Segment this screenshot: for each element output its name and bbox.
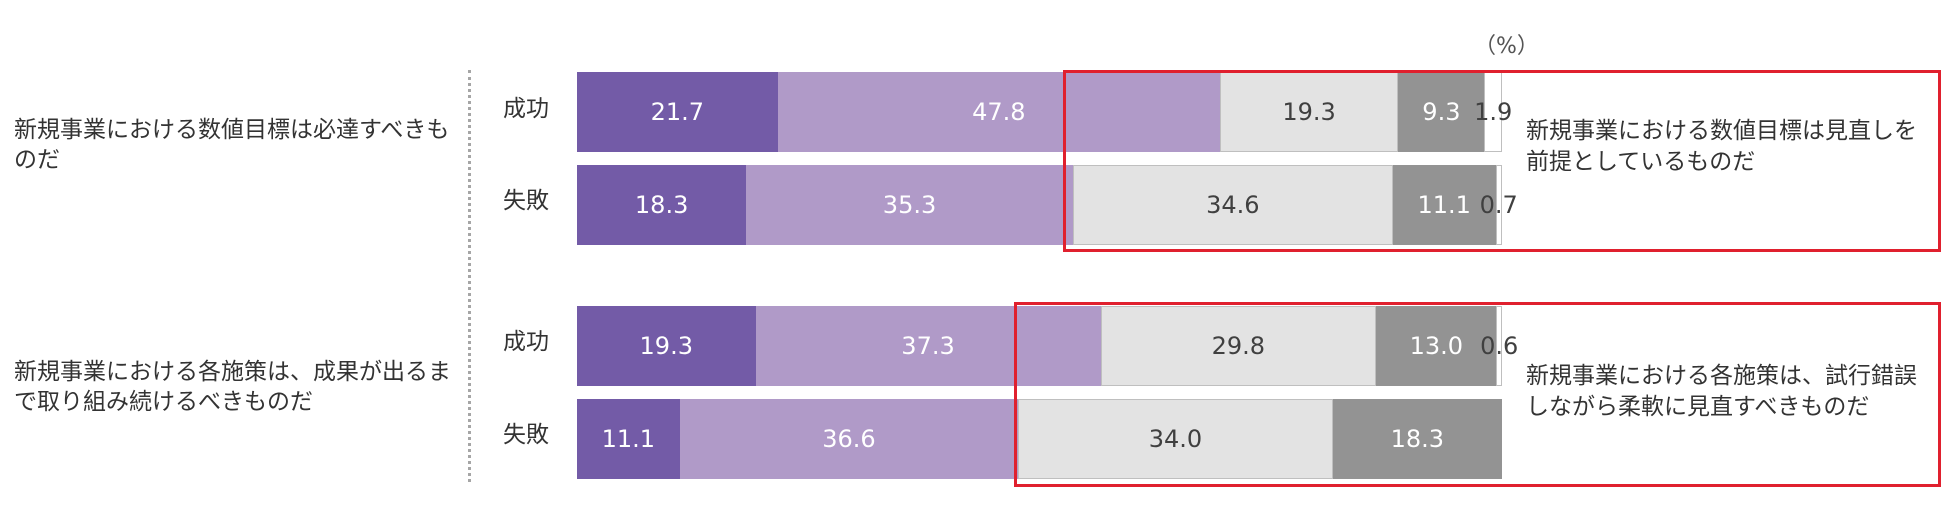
data-label: 34.6: [1206, 191, 1260, 219]
data-label: 9.3: [1422, 98, 1461, 126]
data-label: 35.3: [882, 191, 937, 219]
data-label: 29.8: [1211, 332, 1266, 360]
segment-agree: 35.3: [746, 165, 1073, 245]
segment-neutral: 19.3: [1219, 72, 1399, 152]
segment-strongly-agree: 18.3: [577, 165, 747, 245]
highlight-box-1: [1063, 70, 1941, 252]
segment-strongly-agree: 11.1: [577, 399, 680, 479]
segment-agree: 37.3: [755, 306, 1101, 386]
data-label: 19.3: [639, 332, 693, 360]
bar-group-1-success: 21.7 47.8 19.3 9.3 1.9: [577, 72, 1512, 152]
data-label: 0.6: [1480, 332, 1519, 360]
group-1-row-1-label: 成功: [503, 96, 549, 122]
segment-disagree: 13.0: [1376, 306, 1497, 386]
group-1-left-label: 新規事業における数値目標は必達すべきものだ: [14, 117, 450, 173]
data-label: 13.0: [1409, 332, 1464, 360]
data-label: 21.7: [650, 98, 705, 126]
segment-disagree: 11.1: [1392, 165, 1496, 245]
data-label: 18.3: [634, 191, 689, 219]
unit-label: （%）: [1474, 34, 1539, 59]
bar-group-2-success: 19.3 37.3 29.8 13.0 0.6: [577, 306, 1518, 386]
bar-group-2-failure: 11.1 36.6 34.0 18.3: [577, 399, 1502, 479]
segment-strongly-agree: 21.7: [577, 72, 778, 152]
group-2-left-label: 新規事業における各施策は、成果が出るまで取り組み続けるべきものだ: [14, 359, 451, 415]
segment-neutral: 29.8: [1100, 306, 1377, 386]
group-2-row-2-label: 失敗: [503, 422, 549, 448]
data-label: 1.9: [1474, 98, 1513, 126]
data-label: 0.7: [1479, 191, 1518, 219]
segment-disagree: 18.3: [1332, 399, 1502, 479]
group-2-right-label: 新規事業における各施策は、試行錯誤しながら柔軟に見直すべきものだ: [1526, 363, 1917, 420]
data-label: 11.1: [1417, 191, 1471, 219]
group-2-row-1-label: 成功: [503, 329, 549, 355]
segment-strongly-disagree: 0.7: [1480, 165, 1518, 245]
segment-neutral: 34.6: [1072, 165, 1393, 245]
segment-strongly-agree: 19.3: [577, 306, 756, 386]
data-label: 47.8: [972, 98, 1026, 126]
segment-disagree: 9.3: [1398, 72, 1485, 152]
segment-neutral: 34.0: [1018, 399, 1333, 479]
data-label: 11.1: [601, 425, 656, 453]
segment-agree: 36.6: [679, 399, 1019, 479]
data-label: 19.3: [1282, 98, 1336, 126]
data-label: 18.3: [1390, 425, 1445, 453]
segment-strongly-disagree: 0.6: [1480, 306, 1518, 386]
dotted-divider: [468, 70, 471, 482]
bar-group-1-failure: 18.3 35.3 34.6 11.1 0.7: [577, 165, 1518, 245]
data-label: 36.6: [822, 425, 876, 453]
data-label: 34.0: [1148, 425, 1203, 453]
segment-agree: 47.8: [777, 72, 1220, 152]
data-label: 37.3: [901, 332, 955, 360]
highlight-box-2: [1014, 302, 1941, 487]
group-1-row-2-label: 失敗: [503, 188, 549, 214]
segment-strongly-disagree: 1.9: [1474, 72, 1512, 152]
group-1-right-label: 新規事業における数値目標は見直しを前提としているものだ: [1526, 118, 1917, 175]
